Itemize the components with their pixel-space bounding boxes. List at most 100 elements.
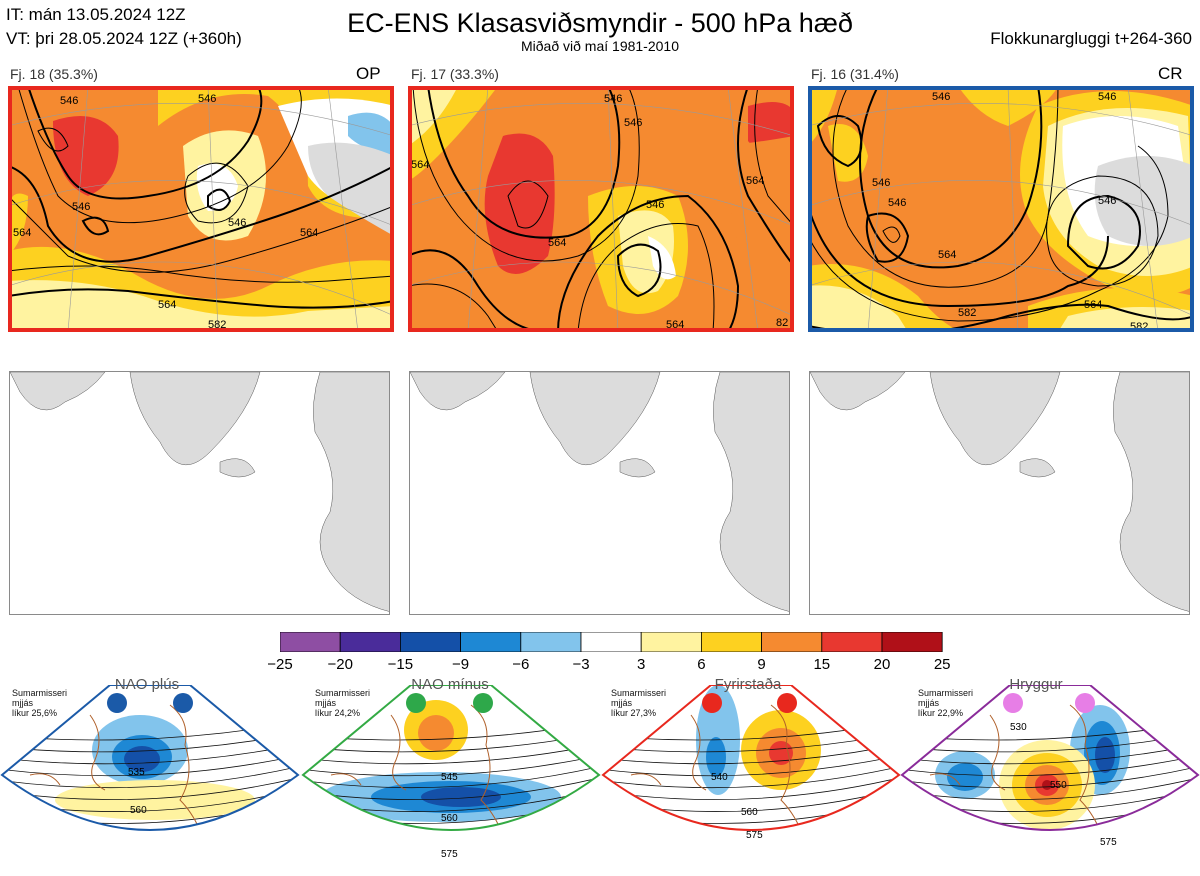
regime-3-name: Fyrirstaða bbox=[714, 676, 782, 693]
cluster-1-label: Fj. 18 (35.3%) bbox=[10, 66, 98, 82]
regime-method: mjjás bbox=[315, 698, 337, 708]
contour-label: 564 bbox=[1084, 299, 1102, 311]
regime-4-map: 530 550 575 bbox=[900, 684, 1200, 863]
cluster-window: Flokkunargluggi t+264-360 bbox=[990, 29, 1192, 48]
initial-time: IT: mán 13.05.2024 12Z bbox=[6, 5, 186, 24]
anomaly-area bbox=[418, 715, 454, 751]
colorbar-tick-label: 9 bbox=[757, 656, 766, 673]
regime-2-dot-left bbox=[406, 693, 426, 713]
height-contour bbox=[603, 774, 899, 800]
regime-4-info: Sumarmisseri mjjás líkur 22,9% bbox=[918, 688, 973, 718]
contour-label: 546 bbox=[646, 199, 664, 211]
colorbar-tick-label: −20 bbox=[327, 656, 353, 673]
regime-4-dot-left bbox=[1003, 693, 1023, 713]
contour-label: 564 bbox=[548, 237, 566, 249]
contour-label: 575 bbox=[1100, 837, 1117, 848]
regime-frame bbox=[900, 684, 1200, 831]
page-subtitle: Miðað við maí 1981-2010 bbox=[521, 38, 679, 54]
contour-label: 564 bbox=[411, 159, 429, 171]
height-contour bbox=[303, 752, 599, 777]
regime-frame bbox=[601, 684, 901, 831]
regime-season: Sumarmisseri bbox=[315, 688, 371, 698]
contour-label: 546 bbox=[1098, 195, 1116, 207]
regime-1-map: 535 560 bbox=[0, 684, 300, 831]
contour-label: 564 bbox=[300, 227, 318, 239]
colorbar-swatch bbox=[881, 631, 943, 653]
regime-season: Sumarmisseri bbox=[611, 688, 667, 698]
height-contour bbox=[603, 752, 899, 777]
regime-1-dot-left bbox=[107, 693, 127, 713]
cluster-3-map: 546 546 546 564 546 582 564 582 546 bbox=[808, 86, 1194, 332]
contour-label: 546 bbox=[624, 117, 642, 129]
height-contour bbox=[303, 763, 599, 789]
anomaly-area bbox=[1016, 851, 1048, 863]
regime-3-dot-right bbox=[777, 693, 797, 713]
regime-frame bbox=[301, 684, 601, 831]
regime-2-info: Sumarmisseri mjjás líkur 24,2% bbox=[315, 688, 370, 718]
colorbar-tick-label: −25 bbox=[267, 656, 293, 673]
colorbar-tick-label: −15 bbox=[387, 656, 414, 673]
height-contour bbox=[2, 752, 298, 777]
regime-season: Sumarmisseri bbox=[918, 688, 974, 698]
height-contour bbox=[2, 763, 298, 789]
contour-label: 564 bbox=[938, 249, 956, 261]
contour-label: 575 bbox=[746, 830, 763, 841]
colorbar bbox=[279, 631, 943, 657]
contour-label: 546 bbox=[228, 217, 246, 229]
height-contour bbox=[902, 752, 1198, 777]
cluster-2-map: 546 546 564 546 564 564 564 82 bbox=[408, 86, 794, 332]
regime-3-dot-left bbox=[702, 693, 722, 713]
colorbar-swatch bbox=[339, 631, 401, 653]
anomaly-area bbox=[421, 787, 501, 807]
regime-1-info: Sumarmisseri mjjás líkur 25,6% bbox=[12, 688, 67, 718]
colorbar-tick-label: −6 bbox=[512, 656, 530, 673]
anomaly-area bbox=[124, 746, 160, 772]
colorbar-swatch bbox=[460, 631, 522, 653]
regime-panels: 535 560 545 560 575 540 560 575 530 550 575 bbox=[0, 684, 1200, 876]
regime-1-name: NAO plús bbox=[114, 676, 180, 693]
contour-label: 546 bbox=[872, 177, 890, 189]
anomaly-area bbox=[706, 737, 726, 777]
contour-label: 546 bbox=[72, 201, 90, 213]
contour-label: 564 bbox=[746, 175, 764, 187]
contour-label: 540 bbox=[711, 772, 728, 783]
regime-prob: líkur 24,2% bbox=[315, 708, 361, 718]
contour-label: 550 bbox=[1050, 780, 1067, 791]
regime-prob: líkur 25,6% bbox=[12, 708, 58, 718]
page-title: EC-ENS Klasasviðsmyndir - 500 hPa hæð bbox=[347, 8, 853, 38]
regime-1-dot-right bbox=[173, 693, 193, 713]
cluster-2-frame bbox=[408, 86, 794, 332]
regime-4-dot-right bbox=[1075, 693, 1095, 713]
contour-label: 560 bbox=[441, 813, 458, 824]
height-contour bbox=[603, 763, 899, 789]
regime-2-dot-right bbox=[473, 693, 493, 713]
colorbar-swatch bbox=[821, 631, 883, 653]
anomaly-area bbox=[55, 780, 255, 820]
colorbar-tick-label: 20 bbox=[873, 656, 891, 673]
colorbar-swatch bbox=[700, 631, 762, 653]
height-contour bbox=[902, 763, 1198, 789]
cluster-3-frame bbox=[808, 86, 1194, 332]
contour-label: 546 bbox=[1098, 91, 1116, 103]
colorbar-tick-label: 6 bbox=[697, 656, 706, 673]
contour-label: 582 bbox=[1130, 321, 1148, 332]
height-contour bbox=[902, 829, 1198, 830]
regime-3-info: Sumarmisseri mjjás líkur 27,3% bbox=[611, 688, 666, 718]
anomaly-area bbox=[947, 763, 983, 791]
regime-prob: líkur 22,9% bbox=[918, 708, 964, 718]
colorbar-swatch bbox=[400, 631, 462, 653]
cluster-2-label: Fj. 17 (33.3%) bbox=[411, 66, 499, 82]
contour-label: 560 bbox=[130, 805, 147, 816]
empty-map-3 bbox=[809, 371, 1190, 615]
contour-label: 546 bbox=[888, 197, 906, 209]
regime-season: Sumarmisseri bbox=[12, 688, 68, 698]
empty-map-2 bbox=[409, 371, 790, 615]
contour-label: 535 bbox=[128, 767, 145, 778]
regime-2-name: NAO mínus bbox=[411, 676, 489, 693]
contour-label: 546 bbox=[198, 93, 216, 105]
contour-label: 575 bbox=[441, 849, 458, 860]
regime-method: mjjás bbox=[918, 698, 940, 708]
cluster-1-tag: OP bbox=[356, 64, 381, 83]
contour-label: 545 bbox=[441, 772, 458, 783]
contour-label: 564 bbox=[158, 299, 176, 311]
